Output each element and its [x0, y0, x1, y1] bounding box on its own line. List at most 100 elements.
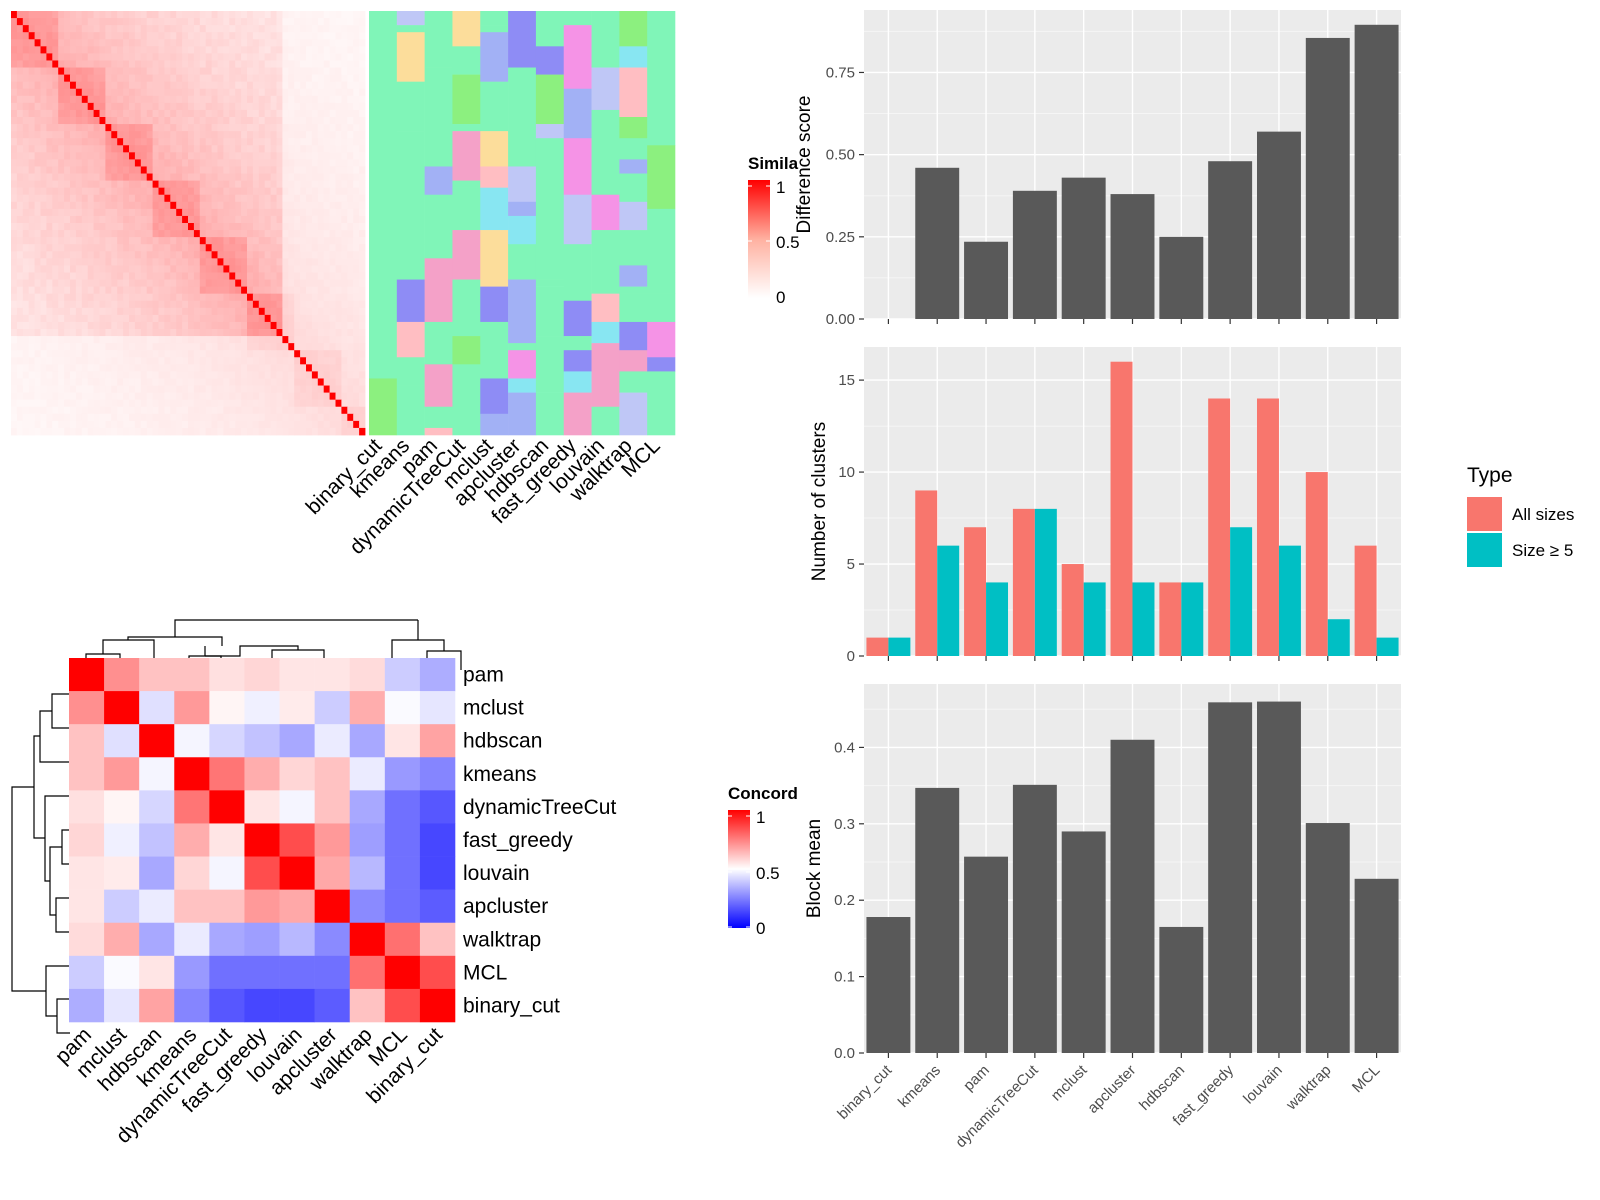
similarity-cell: [288, 427, 295, 436]
annotation-segment: [647, 293, 676, 323]
similarity-cell: [235, 95, 242, 104]
annotation-segment: [619, 350, 648, 372]
similarity-cell: [117, 102, 124, 111]
similarity-cell: [329, 180, 336, 189]
similarity-cell: [129, 152, 136, 160]
similarity-cell: [105, 46, 112, 54]
similarity-cell: [81, 371, 89, 379]
similarity-cell: [46, 74, 53, 83]
annotation-segment: [424, 194, 453, 259]
similarity-cell: [158, 102, 165, 111]
similarity-cell: [276, 166, 283, 174]
similarity-cell: [323, 314, 330, 323]
similarity-cell: [323, 46, 330, 54]
similarity-cell: [58, 46, 65, 54]
similarity-cell: [93, 272, 100, 280]
similarity-cell: [11, 95, 18, 104]
similarity-cell: [146, 194, 153, 203]
similarity-cell: [323, 173, 330, 181]
similarity-cell: [170, 371, 177, 379]
similarity-cell: [46, 427, 53, 436]
similarity-cell: [323, 244, 330, 252]
similarity-cell: [306, 371, 313, 379]
similarity-cell: [264, 230, 271, 238]
annotation-segment: [452, 11, 481, 47]
similarity-cell: [87, 336, 94, 344]
similarity-cell: [134, 244, 142, 252]
similarity-cell: [223, 187, 230, 196]
similarity-cell: [75, 39, 83, 47]
similarity-cell: [288, 307, 295, 316]
similarity-cell: [22, 39, 30, 47]
similarity-cell: [211, 11, 218, 19]
similarity-cell: [347, 314, 354, 323]
similarity-cell: [270, 251, 277, 259]
similarity-cell: [146, 145, 153, 153]
similarity-cell: [87, 406, 94, 415]
similarity-cell: [294, 350, 301, 358]
similarity-cell: [205, 244, 212, 252]
similarity-cell: [264, 11, 271, 19]
similarity-cell: [182, 350, 189, 358]
similarity-cell: [87, 251, 94, 259]
similarity-cell: [28, 350, 35, 358]
similarity-cell: [258, 145, 266, 153]
similarity-cell: [317, 25, 325, 33]
similarity-cell: [317, 32, 325, 40]
similarity-cell: [229, 39, 236, 47]
similarity-cell: [329, 25, 336, 33]
concordance-row-label: mclust: [463, 697, 524, 720]
similarity-cell: [258, 258, 266, 266]
similarity-cell: [311, 18, 319, 26]
similarity-cell: [306, 25, 313, 33]
similarity-cell: [241, 293, 248, 302]
similarity-cell: [323, 208, 330, 217]
similarity-cell: [182, 237, 189, 245]
similarity-cell: [294, 230, 301, 238]
bar: [1256, 701, 1301, 1053]
similarity-cell: [111, 258, 118, 266]
similarity-cell: [359, 307, 366, 316]
similarity-cell: [140, 180, 148, 189]
similarity-cell: [347, 293, 354, 302]
similarity-cell: [11, 420, 18, 429]
similarity-cell: [335, 420, 342, 429]
similarity-cell: [241, 81, 248, 90]
similarity-cell: [241, 230, 248, 238]
similarity-cell: [134, 138, 142, 146]
similarity-cell: [294, 336, 301, 344]
similarity-cell: [359, 53, 366, 61]
similarity-cell: [52, 223, 59, 231]
similarity-cell: [247, 187, 254, 196]
concordance-cell: [69, 691, 105, 725]
similarity-cell: [241, 427, 248, 436]
similarity-cell: [205, 180, 212, 189]
similarity-cell: [11, 11, 18, 19]
similarity-cell: [11, 166, 18, 174]
similarity-legend-title: Simila: [748, 154, 799, 173]
similarity-cell: [70, 265, 77, 273]
similarity-cell: [341, 102, 348, 111]
similarity-cell: [347, 53, 354, 61]
similarity-cell: [353, 187, 360, 196]
similarity-cell: [64, 336, 71, 344]
similarity-cell: [70, 25, 77, 33]
similarity-cell: [93, 109, 100, 118]
similarity-cell: [317, 67, 325, 75]
similarity-cell: [105, 357, 112, 365]
similarity-cell: [347, 39, 354, 47]
similarity-cell: [123, 201, 130, 210]
similarity-cell: [93, 208, 100, 217]
similarity-cell: [117, 208, 124, 217]
similarity-cell: [282, 230, 289, 238]
annotation-segment: [452, 124, 481, 132]
similarity-cell: [164, 201, 171, 210]
similarity-cell: [306, 124, 313, 132]
similarity-cell: [199, 166, 207, 174]
similarity-cell: [70, 314, 77, 323]
similarity-cell: [170, 46, 177, 54]
similarity-cell: [347, 109, 354, 118]
similarity-cell: [58, 208, 65, 217]
similarity-cell: [193, 67, 201, 75]
similarity-cell: [306, 166, 313, 174]
